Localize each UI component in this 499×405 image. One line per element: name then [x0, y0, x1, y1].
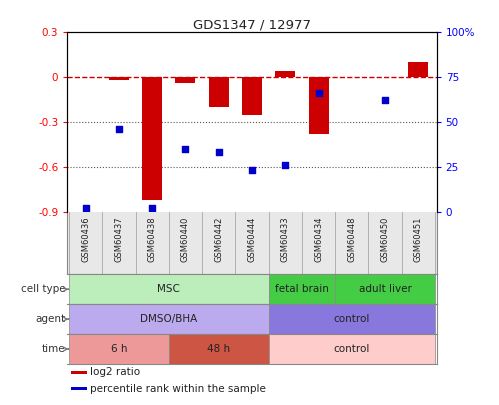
Point	[82, 205, 90, 211]
Text: time: time	[42, 344, 66, 354]
Text: agent: agent	[35, 314, 66, 324]
Text: MSC: MSC	[157, 284, 180, 294]
Point	[215, 149, 223, 156]
Text: 48 h: 48 h	[207, 344, 231, 354]
Text: GSM60433: GSM60433	[281, 217, 290, 262]
Text: adult liver: adult liver	[359, 284, 412, 294]
Bar	[268, 304, 435, 334]
Point	[182, 146, 190, 152]
Bar	[71, 387, 87, 390]
Bar	[176, 77, 196, 83]
Text: GSM60434: GSM60434	[314, 217, 323, 262]
Bar	[408, 62, 428, 77]
Bar	[268, 334, 435, 364]
Point	[281, 162, 289, 168]
Point	[248, 167, 256, 174]
Text: control: control	[334, 314, 370, 324]
Bar	[109, 77, 129, 80]
Bar	[209, 77, 229, 107]
Text: GSM60437: GSM60437	[114, 217, 123, 262]
Text: fetal brain: fetal brain	[275, 284, 329, 294]
Bar	[142, 77, 162, 200]
Bar	[242, 77, 262, 115]
Text: GSM60448: GSM60448	[347, 217, 356, 262]
Bar	[69, 304, 268, 334]
Point	[148, 205, 156, 211]
Text: GSM60442: GSM60442	[214, 217, 223, 262]
Bar	[268, 274, 335, 304]
Text: percentile rank within the sample: percentile rank within the sample	[90, 384, 266, 394]
Text: cell type: cell type	[21, 284, 66, 294]
Point	[115, 126, 123, 132]
Bar	[69, 274, 268, 304]
Bar	[335, 274, 435, 304]
Bar	[275, 71, 295, 77]
Text: GSM60438: GSM60438	[148, 217, 157, 262]
Text: GSM60450: GSM60450	[381, 217, 390, 262]
Bar	[169, 334, 268, 364]
Text: GSM60451: GSM60451	[414, 217, 423, 262]
Text: GSM60440: GSM60440	[181, 217, 190, 262]
Text: DMSO/BHA: DMSO/BHA	[140, 314, 198, 324]
Point	[381, 97, 389, 104]
Text: log2 ratio: log2 ratio	[90, 367, 140, 377]
Text: GSM60436: GSM60436	[81, 217, 90, 262]
Bar	[69, 334, 169, 364]
Point	[314, 90, 322, 96]
Text: GSM60444: GSM60444	[248, 217, 256, 262]
Title: GDS1347 / 12977: GDS1347 / 12977	[193, 18, 311, 31]
Bar	[71, 371, 87, 373]
Text: control: control	[334, 344, 370, 354]
Text: 6 h: 6 h	[111, 344, 127, 354]
Bar	[308, 77, 328, 134]
